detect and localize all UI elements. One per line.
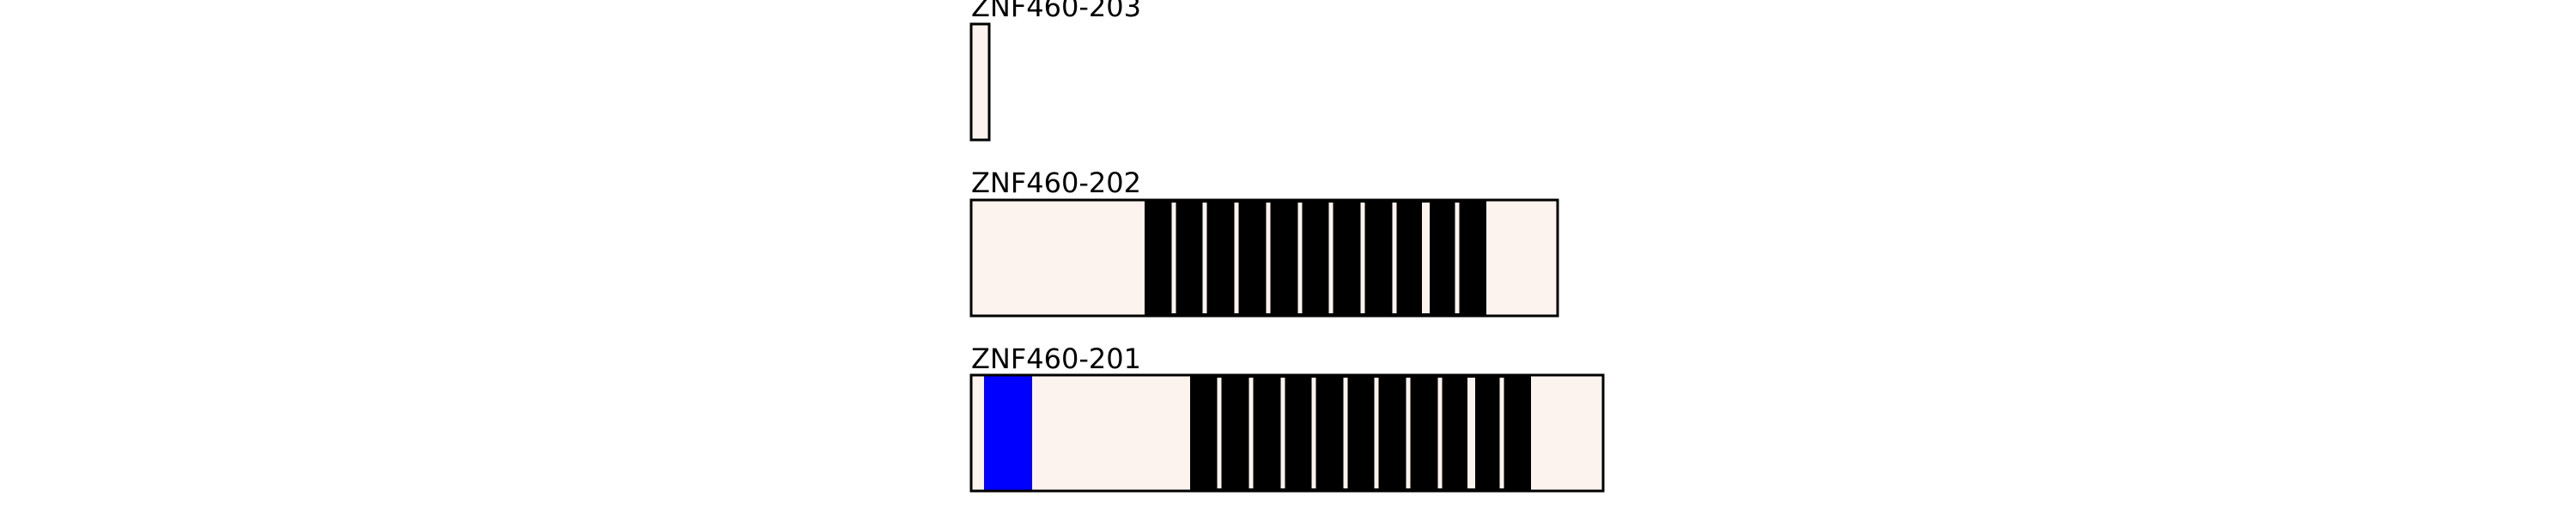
znf460-201-exon-junction-9 bbox=[1467, 378, 1475, 488]
znf460-201-exon-junction-5 bbox=[1343, 378, 1348, 488]
transcript-label-202: ZNF460-202 bbox=[971, 167, 1141, 199]
znf460-202-exon-junction-3 bbox=[1234, 203, 1239, 313]
znf460-201-exon-junction-6 bbox=[1374, 378, 1379, 488]
znf460-202-coding-region bbox=[1145, 200, 1486, 316]
znf460-202-exon-junction-2 bbox=[1202, 203, 1207, 313]
znf460-201-exon-junction-3 bbox=[1280, 378, 1285, 488]
znf460-201-outline bbox=[969, 373, 1605, 493]
znf460-201-exon-junction-4 bbox=[1311, 378, 1316, 488]
znf460-201-exon-junction-2 bbox=[1249, 378, 1254, 488]
znf460-202-exon-junction-1 bbox=[1171, 203, 1176, 313]
znf460-202-exon-junction-8 bbox=[1392, 203, 1397, 313]
znf460-203-outline bbox=[969, 22, 991, 142]
znf460-201-exon-junction-1 bbox=[1217, 378, 1222, 488]
znf460-202-exon-junction-9 bbox=[1422, 203, 1430, 313]
znf460-202-exon-junction-6 bbox=[1328, 203, 1334, 313]
znf460-201-exon-junction-7 bbox=[1406, 378, 1411, 488]
znf460-202-exon-junction-7 bbox=[1360, 203, 1365, 313]
transcript-label-201: ZNF460-201 bbox=[971, 342, 1141, 375]
znf460-202-outline bbox=[969, 198, 1559, 318]
znf460-202-exon-junction-5 bbox=[1297, 203, 1303, 313]
znf460-201-domain bbox=[984, 375, 1032, 491]
znf460-201-coding-region bbox=[1190, 375, 1531, 491]
transcript-label-203: ZNF460-203 bbox=[971, 0, 1141, 23]
znf460-202-exon-junction-4 bbox=[1266, 203, 1271, 313]
znf460-201-exon-junction-10 bbox=[1499, 378, 1504, 488]
znf460-202-exon-junction-10 bbox=[1455, 203, 1460, 313]
znf460-203-utr bbox=[971, 24, 989, 140]
znf460-201-exon-junction-8 bbox=[1437, 378, 1443, 488]
